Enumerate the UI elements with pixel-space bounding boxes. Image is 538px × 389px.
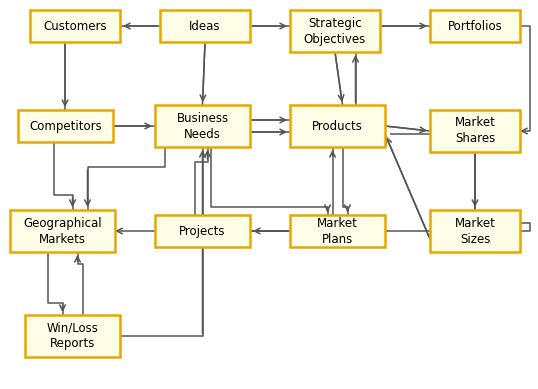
Text: Market
Plans: Market Plans	[317, 217, 358, 245]
FancyBboxPatch shape	[430, 110, 520, 152]
Text: Competitors: Competitors	[29, 119, 102, 133]
FancyBboxPatch shape	[155, 215, 250, 247]
Text: Products: Products	[312, 119, 363, 133]
Text: Customers: Customers	[43, 19, 107, 33]
Text: Ideas: Ideas	[189, 19, 221, 33]
FancyBboxPatch shape	[30, 10, 120, 42]
Text: Market
Sizes: Market Sizes	[455, 217, 495, 245]
Text: Geographical
Markets: Geographical Markets	[23, 217, 102, 245]
FancyBboxPatch shape	[290, 10, 380, 52]
Text: Win/Loss
Reports: Win/Loss Reports	[47, 321, 98, 350]
FancyBboxPatch shape	[155, 105, 250, 147]
Text: Market
Shares: Market Shares	[455, 116, 495, 145]
FancyBboxPatch shape	[18, 110, 113, 142]
Text: Projects: Projects	[179, 224, 226, 238]
Text: Strategic
Objectives: Strategic Objectives	[304, 16, 366, 46]
FancyBboxPatch shape	[25, 315, 120, 357]
FancyBboxPatch shape	[430, 210, 520, 252]
FancyBboxPatch shape	[290, 105, 385, 147]
Text: Business
Needs: Business Needs	[176, 112, 229, 140]
FancyBboxPatch shape	[160, 10, 250, 42]
FancyBboxPatch shape	[430, 10, 520, 42]
FancyBboxPatch shape	[10, 210, 115, 252]
FancyBboxPatch shape	[290, 215, 385, 247]
Text: Portfolios: Portfolios	[448, 19, 502, 33]
